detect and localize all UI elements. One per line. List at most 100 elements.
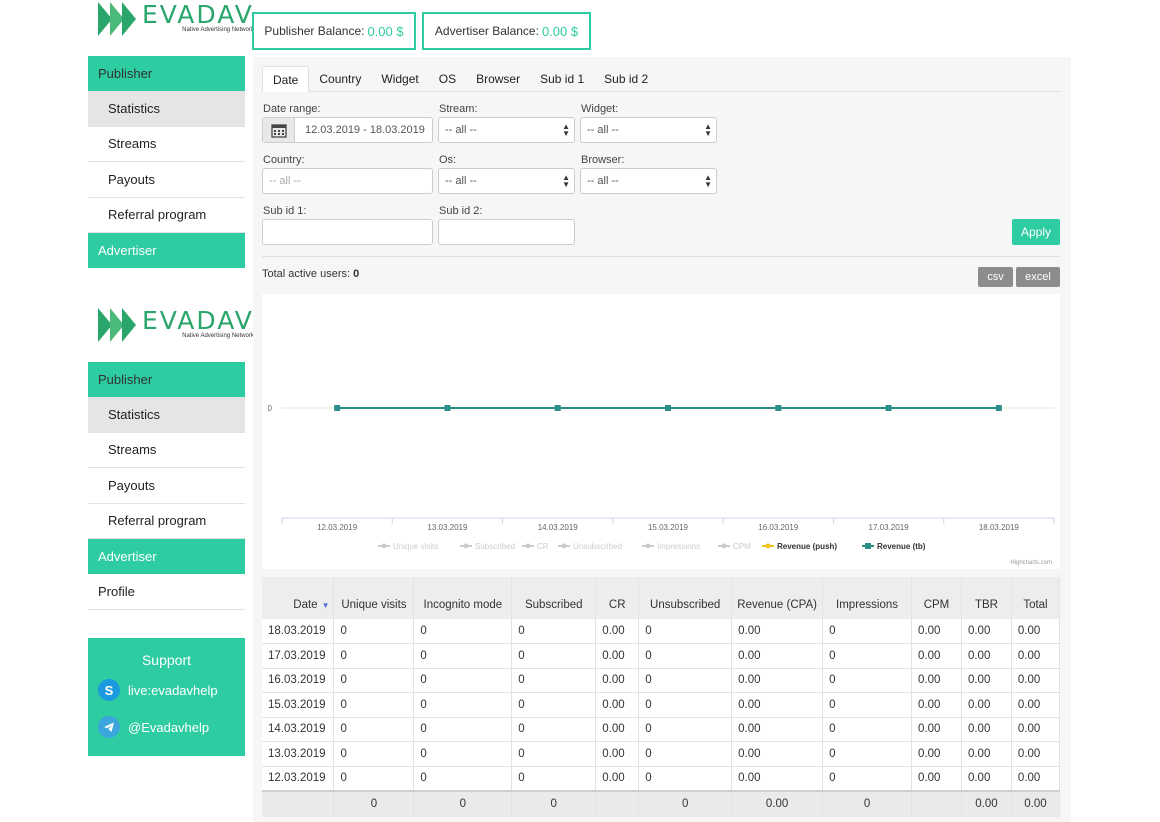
table-cell: 0 [822, 619, 913, 644]
os-select[interactable]: -- all -- ▲ ▼ [438, 168, 575, 194]
sidebar-logo[interactable]: EVADAV Native Advertising Network [98, 308, 254, 342]
sidebar-top: Publisher Statistics Streams Payouts Ref… [88, 56, 245, 268]
table-cell: 0.00 [1011, 766, 1061, 791]
table-cell: 0.00 [1011, 741, 1061, 767]
csv-export-button[interactable]: csv [978, 267, 1013, 287]
logo-brand: EVADAV [142, 306, 254, 335]
tab-widget[interactable]: Widget [381, 72, 419, 86]
sidebar-item-referral[interactable]: Referral program [88, 503, 245, 539]
table-cell: 0 [638, 741, 733, 767]
table-footer-cell [911, 789, 962, 817]
sidebar-item-payouts[interactable]: Payouts [88, 162, 245, 198]
tab-browser[interactable]: Browser [476, 72, 521, 86]
table-cell: 0 [333, 717, 415, 742]
table-cell: 0.00 [961, 717, 1012, 742]
sidebar-publisher-header[interactable]: Publisher [88, 362, 245, 397]
col-cpm[interactable]: CPM [911, 577, 962, 619]
country-placeholder: -- all -- [269, 175, 301, 187]
country-label: Country: [263, 154, 305, 166]
col-date[interactable]: Date ▼ [262, 577, 335, 619]
col-tbr[interactable]: TBR [961, 577, 1012, 619]
browser-select[interactable]: -- all -- ▲ ▼ [580, 168, 717, 194]
sidebar-item-referral[interactable]: Referral program [88, 197, 245, 233]
col-impressions[interactable]: Impressions [822, 577, 913, 619]
col-unsubscribed[interactable]: Unsubscribed [638, 577, 733, 619]
widget-select-value: -- all -- [587, 124, 619, 136]
stats-table: Date ▼ Unique visits Incognito mode Subsc… [262, 577, 1061, 817]
date-range-value: 12.03.2019 - 18.03.2019 [305, 124, 425, 136]
table-footer-row: 0 0 0 0 0.00 0 0.00 0.00 [262, 789, 1061, 817]
legend-marker [645, 543, 651, 549]
tab-subid1[interactable]: Sub id 1 [540, 72, 585, 86]
col-incognito[interactable]: Incognito mode [413, 577, 513, 619]
x-tick-label: 14.03.2019 [538, 523, 579, 532]
tab-date[interactable]: Date [262, 66, 310, 92]
sidebar-item-profile[interactable]: Profile [88, 574, 245, 610]
stats-chart-svg: 0 12.03.2019 13.03.2019 14.03.2019 15.03.201… [268, 404, 1055, 566]
table-cell: 0.00 [595, 643, 640, 669]
sidebar-publisher-header[interactable]: Publisher [88, 56, 245, 91]
table-row: 14.03.2019 0 0 0 0.00 0 0.00 0 0.00 0.00 0.00 [262, 717, 1061, 742]
table-cell: 0.00 [911, 766, 962, 791]
logo-mark-icon [98, 2, 138, 36]
sidebar-advertiser-header[interactable]: Advertiser [88, 539, 245, 574]
support-telegram-link[interactable]: @Evadavhelp [98, 716, 245, 738]
grouping-tabs: Date Country Widget OS Browser Sub id 1 … [262, 66, 1060, 92]
date-range-input[interactable]: 12.03.2019 - 18.03.2019 [262, 117, 433, 143]
sidebar-item-payouts[interactable]: Payouts [88, 468, 245, 504]
widget-label: Widget: [581, 103, 619, 115]
divider [262, 256, 1060, 257]
col-total[interactable]: Total [1011, 577, 1061, 619]
col-revenue-cpa[interactable]: Revenue (CPA) [731, 577, 824, 619]
table-cell: 0 [511, 619, 597, 644]
tab-country[interactable]: Country [319, 72, 362, 86]
table-cell: 0 [638, 643, 733, 669]
top-logo[interactable]: EVADAV Native Advertising Network [98, 2, 254, 36]
table-cell: 0.00 [1011, 717, 1061, 742]
os-label: Os: [439, 154, 457, 166]
publisher-balance-value: 0.00 $ [367, 23, 404, 39]
legend-label: Unique visits [393, 542, 438, 551]
data-point [665, 405, 671, 411]
sidebar-item-statistics[interactable]: Statistics [88, 397, 245, 433]
tab-subid2[interactable]: Sub id 2 [604, 72, 649, 86]
support-skype-link[interactable]: S live:evadavhelp [98, 679, 245, 701]
table-cell: 0.00 [911, 668, 962, 693]
table-cell: 0 [822, 643, 913, 669]
col-unique-visits[interactable]: Unique visits [333, 577, 415, 619]
table-cell: 0 [413, 619, 513, 644]
legend-label: Unsubscribed [573, 542, 622, 551]
sidebar-item-streams[interactable]: Streams [88, 126, 245, 162]
browser-label: Browser: [581, 154, 625, 166]
subid1-input[interactable] [262, 219, 433, 245]
excel-export-button[interactable]: excel [1016, 267, 1060, 287]
calendar-icon[interactable] [263, 118, 295, 142]
col-subscribed[interactable]: Subscribed [511, 577, 597, 619]
widget-select[interactable]: -- all -- ▲ ▼ [580, 117, 717, 143]
country-input[interactable]: -- all -- [262, 168, 433, 194]
legend-label: Impressions [657, 542, 700, 551]
stream-select[interactable]: -- all -- ▲ ▼ [438, 117, 575, 143]
sidebar-bottom: Publisher Statistics Streams Payouts Ref… [88, 362, 245, 610]
table-cell: 18.03.2019 [262, 619, 335, 644]
table-cell: 0.00 [595, 766, 640, 791]
table-cell: 0 [638, 766, 733, 791]
sidebar-item-statistics[interactable]: Statistics [88, 91, 245, 127]
legend-marker [765, 543, 771, 549]
sidebar-item-streams[interactable]: Streams [88, 432, 245, 468]
table-cell: 0.00 [731, 717, 824, 742]
sidebar-advertiser-header[interactable]: Advertiser [88, 233, 245, 268]
subid2-input[interactable] [438, 219, 575, 245]
table-cell: 0 [511, 692, 597, 718]
table-cell: 0.00 [595, 717, 640, 742]
table-footer-cell: 0.00 [961, 789, 1012, 817]
table-cell: 0 [511, 643, 597, 669]
tab-os[interactable]: OS [438, 72, 457, 86]
table-header-row: Date ▼ Unique visits Incognito mode Subsc… [262, 577, 1061, 619]
table-cell: 0 [333, 766, 415, 791]
x-tick-label: 16.03.2019 [758, 523, 799, 532]
col-cr[interactable]: CR [595, 577, 640, 619]
table-row: 12.03.2019 0 0 0 0.00 0 0.00 0 0.00 0.00 0.00 [262, 766, 1061, 791]
apply-button[interactable]: Apply [1012, 219, 1060, 245]
